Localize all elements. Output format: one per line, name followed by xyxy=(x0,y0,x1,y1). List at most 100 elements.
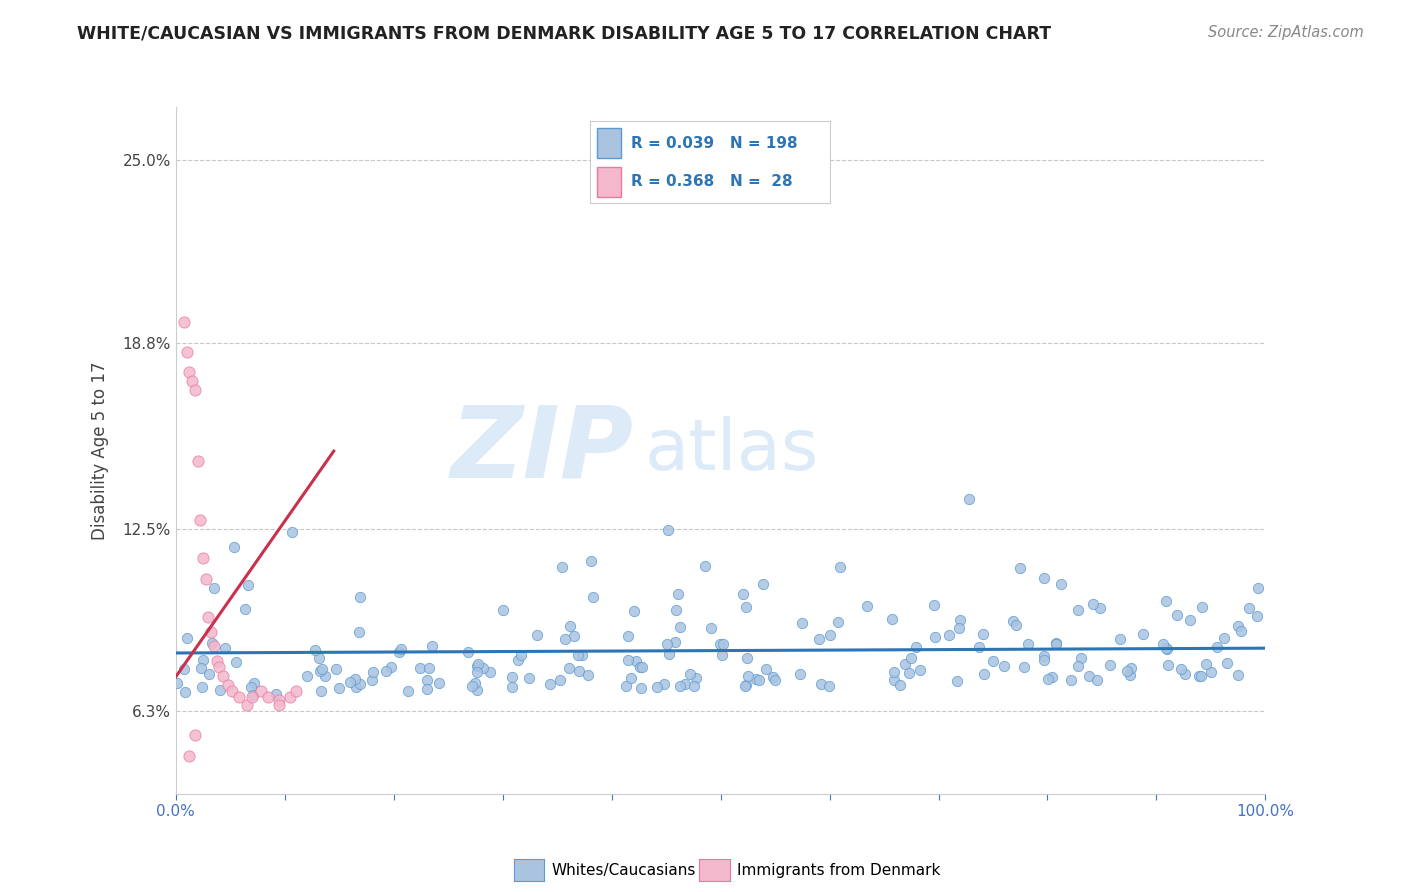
Point xyxy=(1166,608,1188,623)
Text: Whites/Caucasians: Whites/Caucasians xyxy=(551,863,696,878)
Point xyxy=(209,683,232,698)
Point xyxy=(467,657,489,672)
Point xyxy=(734,679,756,693)
Point xyxy=(471,661,494,675)
Point xyxy=(558,618,581,632)
Point xyxy=(993,658,1015,673)
Point xyxy=(409,661,432,675)
Point xyxy=(416,681,439,696)
Point xyxy=(235,698,257,713)
Point xyxy=(181,374,204,388)
Point xyxy=(897,666,920,681)
Point xyxy=(186,454,209,468)
Point xyxy=(344,672,367,686)
Point xyxy=(748,673,770,688)
Point xyxy=(197,610,219,624)
Point xyxy=(281,525,304,540)
Point xyxy=(1036,672,1059,686)
Point xyxy=(711,637,734,651)
Point xyxy=(460,679,482,693)
Point xyxy=(465,682,488,697)
Point xyxy=(177,748,200,763)
Point xyxy=(501,670,523,684)
Point xyxy=(734,678,756,692)
Text: ZIP: ZIP xyxy=(450,402,633,499)
Point xyxy=(184,728,207,742)
Point xyxy=(1216,656,1239,670)
Text: Source: ZipAtlas.com: Source: ZipAtlas.com xyxy=(1208,25,1364,40)
Point xyxy=(762,670,785,684)
Point xyxy=(177,365,200,379)
Point xyxy=(1152,637,1174,651)
Point xyxy=(349,677,371,691)
Point xyxy=(198,667,221,681)
Point xyxy=(222,540,245,554)
Point xyxy=(889,677,911,691)
Point xyxy=(1081,597,1104,611)
Point xyxy=(205,654,228,668)
Point xyxy=(657,637,679,651)
Point xyxy=(284,683,307,698)
Point xyxy=(551,559,574,574)
Point xyxy=(669,620,692,634)
Point xyxy=(201,636,224,650)
Point xyxy=(214,641,236,656)
Point xyxy=(789,667,811,681)
Point xyxy=(176,631,198,645)
Point xyxy=(856,599,879,613)
Point xyxy=(526,628,548,642)
Point xyxy=(630,660,652,674)
Point xyxy=(630,681,652,695)
Point xyxy=(683,680,706,694)
Text: Immigrants from Denmark: Immigrants from Denmark xyxy=(737,863,941,878)
Point xyxy=(1032,648,1054,663)
Point xyxy=(1040,670,1063,684)
Point xyxy=(478,665,501,679)
Point xyxy=(1098,657,1121,672)
Point xyxy=(808,632,831,647)
Point xyxy=(972,627,994,641)
Point xyxy=(1199,665,1222,680)
Point xyxy=(211,669,233,683)
Point xyxy=(1205,640,1227,655)
Point xyxy=(1085,673,1108,687)
Point xyxy=(567,648,589,663)
Point xyxy=(973,666,995,681)
Point xyxy=(295,669,318,683)
Point xyxy=(908,663,931,677)
Point xyxy=(389,641,412,656)
Point xyxy=(675,677,697,691)
Point xyxy=(173,685,195,699)
Point xyxy=(249,683,271,698)
Point xyxy=(236,578,259,592)
Point xyxy=(620,671,643,685)
Point xyxy=(325,662,347,676)
Point xyxy=(225,656,247,670)
Point xyxy=(1010,561,1032,575)
Point xyxy=(558,660,581,674)
Point xyxy=(427,675,450,690)
Point xyxy=(1115,664,1137,678)
Point xyxy=(420,639,443,653)
Point xyxy=(517,671,540,685)
Point xyxy=(415,673,437,687)
Point xyxy=(166,675,188,690)
Point xyxy=(579,554,602,568)
Point xyxy=(1059,673,1081,688)
Point xyxy=(755,662,778,676)
Point xyxy=(1180,613,1202,627)
Point xyxy=(173,662,195,676)
Point xyxy=(1191,600,1213,615)
Point xyxy=(1108,632,1130,646)
Point xyxy=(173,315,195,329)
Point xyxy=(1157,657,1180,672)
Point xyxy=(1246,608,1268,623)
Point xyxy=(1119,660,1142,674)
Point xyxy=(363,665,385,680)
Point xyxy=(924,598,946,612)
Point xyxy=(464,676,486,690)
Point xyxy=(465,665,488,680)
Point xyxy=(269,698,291,713)
Point xyxy=(465,659,488,673)
Point xyxy=(685,671,707,685)
